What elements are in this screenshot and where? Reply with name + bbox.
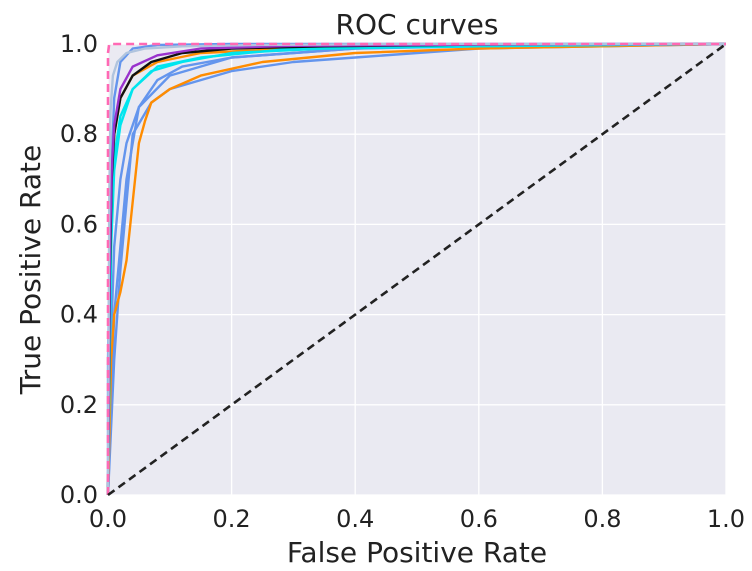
dashed-series-line — [107, 42, 727, 497]
x-tick-label: 1.0 — [707, 505, 745, 533]
series-group — [106, 42, 727, 497]
grid — [107, 43, 727, 496]
dashed-series-line — [106, 42, 726, 495]
x-tick-label: 0.8 — [583, 505, 621, 533]
y-tick-label: 0.6 — [60, 210, 98, 238]
roc-series-line — [106, 42, 727, 496]
y-tick-label: 0.8 — [60, 120, 98, 148]
x-tick-label: 0.6 — [460, 505, 498, 533]
y-tick-label: 0.2 — [60, 391, 98, 419]
x-tick-label: 0.4 — [336, 505, 374, 533]
tick-labels: 0.0 0.2 0.4 0.6 0.8 1.0 0.0 0.2 0.4 0.6 0.8 1.0 — [60, 30, 745, 533]
y-axis-title: True Positive Rate — [14, 145, 47, 395]
chart-title: ROC curves — [336, 8, 499, 41]
x-tick-label: 0.2 — [213, 505, 251, 533]
y-tick-label: 1.0 — [60, 30, 98, 58]
y-tick-label: 0.0 — [60, 481, 98, 509]
roc-series-line — [106, 42, 727, 496]
x-tick-label: 0.0 — [89, 505, 127, 533]
x-axis-title: False Positive Rate — [287, 536, 547, 569]
y-tick-label: 0.4 — [60, 301, 98, 329]
